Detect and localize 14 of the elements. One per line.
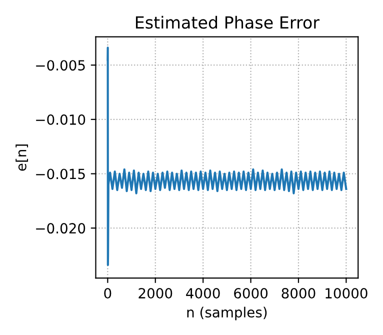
y-tick-label: −0.020 bbox=[36, 223, 86, 234]
x-axis-title: n (samples) bbox=[187, 306, 267, 320]
x-tick-label: 6000 bbox=[234, 288, 268, 299]
x-tick-label: 4000 bbox=[186, 288, 220, 299]
x-tick-label: 2000 bbox=[138, 288, 172, 299]
x-tick-label: 8000 bbox=[282, 288, 316, 299]
y-axis-title: e[n] bbox=[16, 144, 28, 171]
chart-title: Estimated Phase Error bbox=[136, 16, 320, 29]
x-tick-label: 0 bbox=[104, 288, 112, 299]
x-tick-label: 10000 bbox=[326, 288, 368, 299]
line-series bbox=[106, 46, 348, 266]
y-tick-label: −0.010 bbox=[36, 114, 86, 125]
y-tick-label: −0.005 bbox=[36, 60, 85, 71]
y-tick-label: −0.015 bbox=[36, 168, 85, 180]
